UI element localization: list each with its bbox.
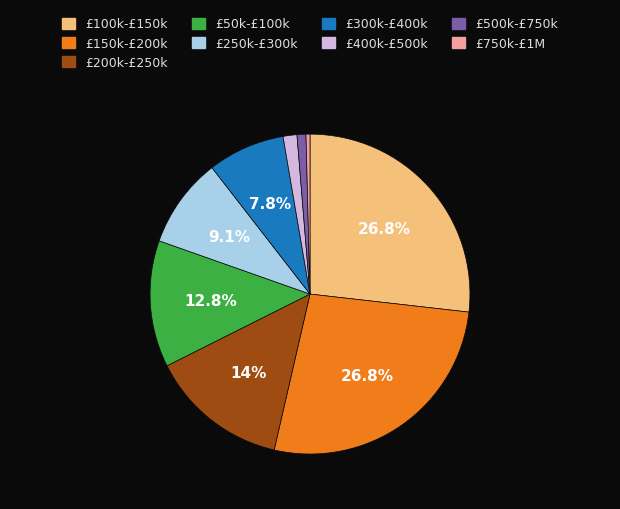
Wedge shape <box>310 135 470 313</box>
Wedge shape <box>167 295 310 450</box>
Wedge shape <box>283 135 310 295</box>
Text: 9.1%: 9.1% <box>208 229 250 244</box>
Wedge shape <box>297 135 310 295</box>
Text: 26.8%: 26.8% <box>358 221 410 236</box>
Legend: £100k-£150k, £150k-£200k, £200k-£250k, £50k-£100k, £250k-£300k, £300k-£400k, £40: £100k-£150k, £150k-£200k, £200k-£250k, £… <box>57 13 563 75</box>
Text: 26.8%: 26.8% <box>341 368 394 383</box>
Wedge shape <box>274 295 469 454</box>
Text: 14%: 14% <box>231 365 267 380</box>
Wedge shape <box>306 135 310 295</box>
Text: 12.8%: 12.8% <box>185 293 237 308</box>
Text: 7.8%: 7.8% <box>249 196 291 211</box>
Wedge shape <box>212 137 310 295</box>
Wedge shape <box>159 168 310 295</box>
Wedge shape <box>150 241 310 366</box>
